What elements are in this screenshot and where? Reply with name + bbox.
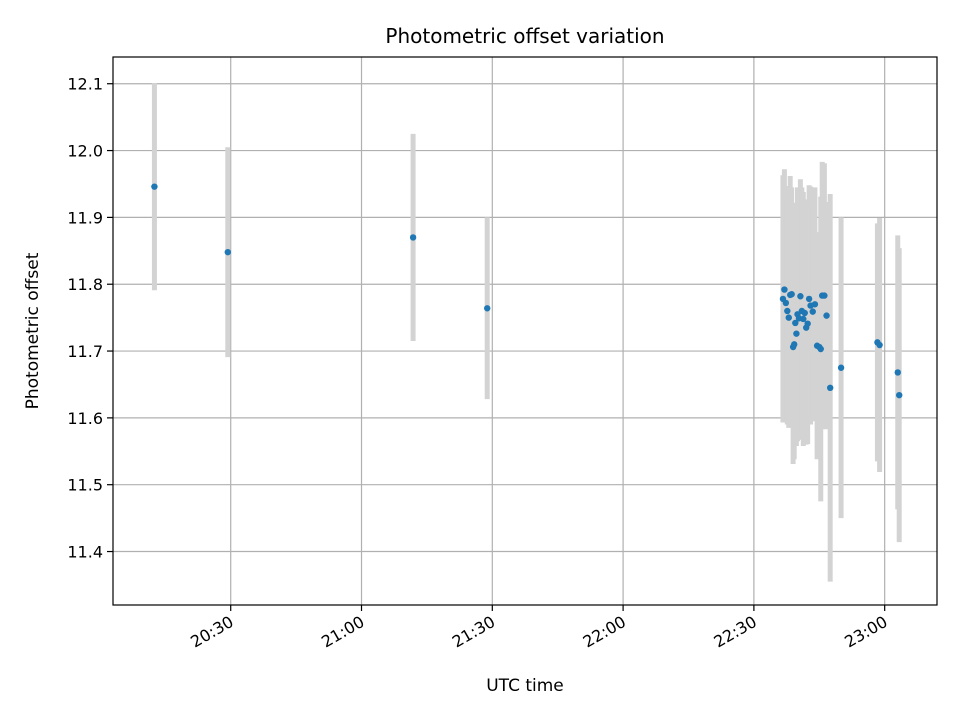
- data-point: [409, 234, 417, 241]
- y-tick-label: 11.6: [67, 409, 103, 428]
- data-point: [793, 330, 800, 337]
- data-point: [788, 291, 795, 298]
- y-tick-label: 11.8: [67, 275, 103, 294]
- data-point: [800, 315, 807, 323]
- data-point: [894, 369, 901, 376]
- point-layer: [151, 183, 903, 399]
- data-point: [805, 295, 813, 303]
- x-tick-label: 20:30: [187, 612, 236, 652]
- data-point: [801, 309, 808, 317]
- x-tick-label: 23:00: [841, 612, 890, 652]
- x-tick-label: 22:00: [580, 612, 629, 652]
- data-point: [792, 319, 799, 327]
- data-point: [791, 341, 798, 348]
- data-point: [782, 299, 790, 307]
- data-point: [784, 307, 791, 315]
- data-point: [896, 391, 903, 399]
- data-point: [781, 286, 788, 293]
- x-tick-label: 21:30: [449, 612, 498, 652]
- errorbar-layer: [151, 83, 902, 582]
- tick-layer: 20:30 21:00 21:30 22:00 22:30 23:00 11.4 11.5 11…: [67, 75, 890, 652]
- data-point: [821, 292, 828, 299]
- data-point: [484, 305, 491, 312]
- grid-layer: [113, 57, 937, 605]
- data-point: [837, 364, 845, 371]
- data-point: [809, 308, 816, 315]
- y-tick-label: 12.0: [67, 142, 103, 161]
- x-tick-label: 21:00: [318, 612, 367, 652]
- data-point: [811, 301, 819, 308]
- data-point: [797, 293, 804, 300]
- data-point: [804, 320, 811, 327]
- y-tick-label: 11.7: [67, 342, 103, 361]
- data-point: [224, 248, 232, 256]
- y-tick-label: 11.4: [67, 543, 103, 562]
- data-point: [876, 341, 883, 349]
- y-tick-label: 12.1: [67, 75, 103, 94]
- y-tick-label: 11.9: [67, 208, 103, 227]
- x-tick-label: 22:30: [710, 612, 759, 652]
- data-point: [785, 314, 792, 321]
- data-point: [817, 345, 824, 353]
- data-point: [151, 183, 158, 190]
- chart-title: Photometric offset variation: [385, 24, 664, 48]
- data-point: [826, 384, 834, 392]
- plot-frame: [112, 56, 938, 606]
- x-axis-label: UTC time: [486, 676, 564, 696]
- y-axis-label: Photometric offset: [23, 252, 43, 409]
- data-point: [823, 312, 830, 319]
- y-tick-label: 11.5: [67, 476, 103, 495]
